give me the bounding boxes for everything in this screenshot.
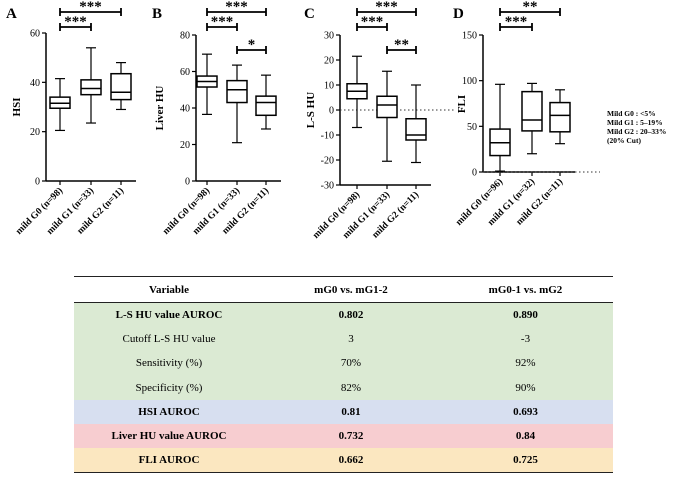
y-tick-label: 0 bbox=[185, 177, 190, 188]
significance-stars: *** bbox=[375, 0, 398, 15]
cell-variable: Cutoff L-S HU value bbox=[74, 327, 264, 352]
y-tick-label: 0 bbox=[329, 106, 334, 117]
y-axis-label: L-S HU bbox=[305, 92, 317, 128]
significance-stars: * bbox=[248, 37, 256, 53]
cell-value: 0.802 bbox=[264, 302, 438, 328]
box-iqr bbox=[521, 90, 543, 132]
header-variable: Variable bbox=[74, 276, 264, 303]
y-tick-label: 80 bbox=[180, 31, 190, 42]
y-tick-label: -10 bbox=[321, 131, 334, 142]
cell-value: 3 bbox=[264, 327, 438, 352]
table-header-row: Variable mG0 vs. mG1-2 mG0-1 vs. mG2 bbox=[74, 276, 613, 303]
cell-variable: Specificity (%) bbox=[74, 375, 264, 400]
cell-value: 0.890 bbox=[438, 302, 613, 328]
box-iqr bbox=[255, 95, 277, 117]
y-tick-label: -30 bbox=[321, 181, 334, 192]
cell-variable: Liver HU value AUROC bbox=[74, 423, 264, 449]
box-iqr bbox=[80, 79, 102, 96]
cell-value: 0.81 bbox=[264, 399, 438, 424]
table-row: Specificity (%) 82% 90% bbox=[74, 375, 613, 400]
y-tick-label: 40 bbox=[30, 78, 40, 89]
y-tick-label: 60 bbox=[30, 29, 40, 40]
y-tick-label: -20 bbox=[321, 156, 334, 167]
cell-value: 0.693 bbox=[438, 399, 613, 424]
header-mg01-vs-mg2: mG0-1 vs. mG2 bbox=[438, 276, 613, 303]
cell-value: 82% bbox=[264, 375, 438, 400]
significance-stars: *** bbox=[211, 14, 234, 30]
table-row: HSI AUROC 0.81 0.693 bbox=[74, 399, 613, 424]
y-tick-label: 20 bbox=[324, 56, 334, 67]
table-row: Sensitivity (%) 70% 92% bbox=[74, 351, 613, 376]
significance-stars: *** bbox=[79, 0, 102, 15]
cell-variable: FLI AUROC bbox=[74, 448, 264, 474]
significance-stars: *** bbox=[505, 14, 528, 30]
box-iqr bbox=[549, 101, 571, 133]
y-tick-label: 20 bbox=[30, 127, 40, 138]
cell-value: 0.732 bbox=[264, 423, 438, 449]
legend-line-cut: (20% Cut) bbox=[607, 136, 641, 145]
y-tick-label: 30 bbox=[324, 31, 334, 42]
box-iqr bbox=[110, 72, 132, 101]
panel-label: C bbox=[304, 6, 315, 22]
y-axis-label: Liver HU bbox=[154, 86, 166, 131]
table-row: Liver HU value AUROC 0.732 0.84 bbox=[74, 423, 613, 449]
y-tick-label: 20 bbox=[180, 140, 190, 151]
box-iqr bbox=[376, 95, 398, 119]
cell-value: 92% bbox=[438, 351, 613, 376]
cell-variable: Sensitivity (%) bbox=[74, 351, 264, 376]
category-label: mild G2 (n=11) bbox=[514, 176, 565, 227]
box-iqr bbox=[405, 118, 427, 141]
significance-stars: *** bbox=[361, 14, 384, 30]
cell-value: 0.84 bbox=[438, 423, 613, 449]
significance-stars: ** bbox=[394, 37, 409, 53]
panel-label: D bbox=[453, 6, 464, 22]
table-row: L-S HU value AUROC 0.802 0.890 bbox=[74, 302, 613, 328]
y-tick-label: 150 bbox=[462, 31, 477, 42]
cell-variable: HSI AUROC bbox=[74, 399, 264, 424]
cell-value: -3 bbox=[438, 327, 613, 352]
y-axis-label: HSI bbox=[11, 98, 23, 117]
y-tick-label: 0 bbox=[472, 168, 477, 179]
table-row: FLI AUROC 0.662 0.725 bbox=[74, 448, 613, 474]
legend-line-g1: Mild G1 : 5–19% bbox=[607, 118, 663, 127]
y-tick-label: 0 bbox=[35, 177, 40, 188]
cell-value: 90% bbox=[438, 375, 613, 400]
box-iqr bbox=[226, 79, 248, 104]
table-row: Cutoff L-S HU value 3 -3 bbox=[74, 327, 613, 352]
legend-line-g2: Mild G2 : 20–33% bbox=[607, 127, 667, 136]
panel-label: B bbox=[152, 6, 162, 22]
auroc-table: Variable mG0 vs. mG1-2 mG0-1 vs. mG2 L-S… bbox=[74, 276, 613, 474]
cell-variable: L-S HU value AUROC bbox=[74, 302, 264, 328]
y-tick-label: 40 bbox=[180, 104, 190, 115]
y-tick-label: 100 bbox=[462, 76, 477, 87]
y-axis-label: FLI bbox=[456, 95, 468, 113]
cell-value: 70% bbox=[264, 351, 438, 376]
y-tick-label: 60 bbox=[180, 67, 190, 78]
header-mg0-vs-mg12: mG0 vs. mG1-2 bbox=[264, 276, 438, 303]
y-tick-label: 50 bbox=[467, 122, 477, 133]
panel-label: A bbox=[6, 6, 17, 22]
significance-stars: ** bbox=[523, 0, 538, 15]
significance-stars: *** bbox=[64, 14, 87, 30]
y-tick-label: 10 bbox=[324, 81, 334, 92]
legend-line-g0: Mild G0 : <5% bbox=[607, 109, 656, 118]
cell-value: 0.725 bbox=[438, 448, 613, 474]
significance-stars: *** bbox=[225, 0, 248, 15]
cell-value: 0.662 bbox=[264, 448, 438, 474]
grade-legend: Mild G0 : <5% Mild G1 : 5–19% Mild G2 : … bbox=[607, 109, 666, 145]
